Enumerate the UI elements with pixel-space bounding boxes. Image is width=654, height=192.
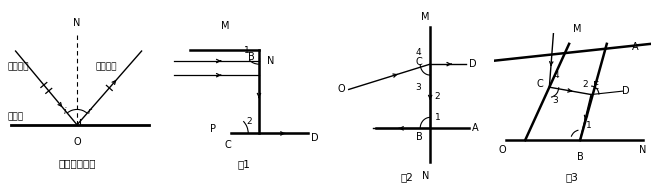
Text: 反射光线: 反射光线 — [95, 62, 117, 71]
Text: N: N — [73, 18, 80, 28]
Text: B: B — [416, 132, 422, 142]
Text: B: B — [248, 52, 254, 62]
Text: E: E — [593, 81, 599, 91]
Text: 2: 2 — [582, 80, 588, 89]
Text: 2: 2 — [435, 92, 440, 101]
Text: 入射光线: 入射光线 — [8, 62, 29, 71]
Text: 2: 2 — [247, 117, 252, 126]
Text: M: M — [421, 12, 430, 22]
Text: O: O — [73, 137, 81, 147]
Text: O: O — [338, 84, 345, 94]
Text: 光的反射定律: 光的反射定律 — [58, 158, 95, 168]
Text: 图2: 图2 — [401, 172, 413, 182]
Text: D: D — [623, 86, 630, 96]
Text: B: B — [577, 152, 583, 162]
Text: C: C — [416, 57, 422, 67]
Text: 图1: 图1 — [237, 160, 250, 170]
Text: O: O — [498, 145, 506, 155]
Text: 1: 1 — [435, 113, 441, 122]
Text: M: M — [221, 21, 230, 31]
Text: A: A — [472, 123, 478, 133]
Text: D: D — [468, 59, 476, 69]
Text: N: N — [422, 170, 429, 180]
Text: i: i — [63, 107, 66, 116]
Text: A: A — [632, 42, 638, 52]
Text: 4: 4 — [415, 48, 421, 57]
Text: 图3: 图3 — [566, 172, 579, 182]
Text: 反射面: 反射面 — [8, 113, 24, 122]
Text: r: r — [88, 107, 91, 116]
Text: C: C — [225, 140, 232, 150]
Text: C: C — [536, 79, 543, 89]
Text: 3: 3 — [553, 96, 559, 105]
Text: 4: 4 — [554, 71, 560, 80]
Text: 1: 1 — [244, 46, 250, 55]
Text: N: N — [639, 145, 646, 155]
Text: N: N — [267, 56, 274, 66]
Text: P: P — [210, 124, 216, 134]
Text: 1: 1 — [587, 121, 592, 130]
Text: M: M — [573, 24, 581, 34]
Text: 3: 3 — [415, 83, 421, 92]
Text: D: D — [311, 133, 319, 143]
